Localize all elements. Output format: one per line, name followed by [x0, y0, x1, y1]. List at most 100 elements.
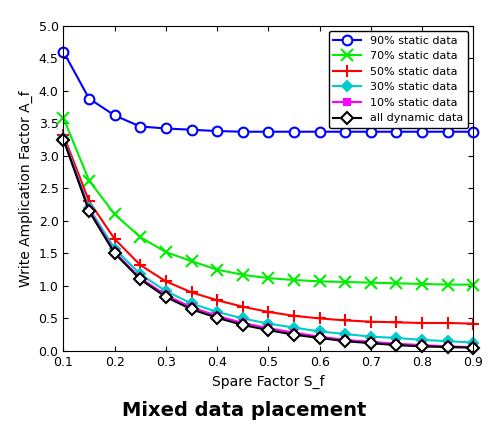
all dynamic data	[112, 251, 118, 256]
70% static data	[214, 267, 220, 272]
50% static data	[343, 318, 348, 323]
Line: 10% static data: 10% static data	[60, 135, 477, 351]
all dynamic data	[86, 208, 92, 214]
70% static data	[317, 279, 323, 284]
90% static data	[188, 127, 194, 132]
70% static data	[138, 235, 143, 240]
50% static data	[61, 132, 66, 137]
90% static data	[163, 126, 169, 131]
70% static data	[368, 280, 374, 285]
30% static data	[317, 329, 323, 334]
all dynamic data	[188, 307, 194, 312]
90% static data	[393, 129, 399, 134]
Text: Mixed data placement: Mixed data placement	[122, 401, 366, 420]
50% static data	[470, 321, 476, 326]
70% static data	[291, 277, 297, 282]
70% static data	[343, 279, 348, 285]
all dynamic data	[265, 327, 271, 333]
10% static data	[240, 321, 245, 326]
90% static data	[86, 96, 92, 101]
10% static data	[61, 136, 66, 141]
90% static data	[138, 124, 143, 129]
50% static data	[445, 321, 451, 326]
70% static data	[240, 272, 245, 277]
Line: 30% static data: 30% static data	[60, 134, 477, 346]
10% static data	[393, 341, 399, 346]
90% static data	[368, 129, 374, 134]
50% static data	[188, 290, 194, 295]
90% static data	[419, 129, 425, 134]
90% static data	[112, 113, 118, 118]
10% static data	[265, 326, 271, 331]
all dynamic data	[393, 342, 399, 348]
50% static data	[86, 199, 92, 204]
Line: 70% static data: 70% static data	[58, 113, 479, 290]
50% static data	[240, 304, 245, 309]
10% static data	[112, 250, 118, 255]
all dynamic data	[138, 277, 143, 282]
10% static data	[214, 313, 220, 318]
70% static data	[445, 282, 451, 287]
30% static data	[343, 331, 348, 336]
70% static data	[86, 178, 92, 183]
30% static data	[163, 288, 169, 294]
50% static data	[368, 319, 374, 324]
30% static data	[138, 272, 143, 277]
30% static data	[393, 336, 399, 341]
50% static data	[138, 262, 143, 268]
all dynamic data	[214, 315, 220, 320]
30% static data	[112, 246, 118, 251]
30% static data	[445, 339, 451, 344]
70% static data	[61, 116, 66, 121]
all dynamic data	[240, 322, 245, 327]
30% static data	[61, 135, 66, 140]
70% static data	[112, 212, 118, 217]
70% static data	[188, 259, 194, 264]
30% static data	[214, 309, 220, 315]
50% static data	[291, 313, 297, 318]
10% static data	[188, 305, 194, 310]
Line: 90% static data: 90% static data	[59, 47, 478, 137]
30% static data	[419, 337, 425, 342]
30% static data	[86, 205, 92, 211]
90% static data	[470, 129, 476, 134]
30% static data	[188, 301, 194, 306]
90% static data	[265, 129, 271, 134]
50% static data	[112, 237, 118, 242]
10% static data	[138, 276, 143, 281]
all dynamic data	[61, 137, 66, 142]
70% static data	[470, 282, 476, 287]
all dynamic data	[317, 336, 323, 341]
all dynamic data	[291, 332, 297, 337]
70% static data	[265, 276, 271, 281]
X-axis label: Spare Factor S_f: Spare Factor S_f	[212, 374, 325, 389]
10% static data	[163, 292, 169, 297]
30% static data	[240, 316, 245, 321]
Line: all dynamic data: all dynamic data	[59, 135, 478, 352]
all dynamic data	[368, 341, 374, 346]
30% static data	[265, 321, 271, 326]
50% static data	[265, 309, 271, 315]
90% static data	[291, 129, 297, 134]
10% static data	[368, 339, 374, 345]
30% static data	[470, 340, 476, 345]
90% static data	[317, 129, 323, 134]
10% static data	[86, 207, 92, 212]
90% static data	[61, 49, 66, 54]
50% static data	[317, 316, 323, 321]
Y-axis label: Write Amplication Factor A_f: Write Amplication Factor A_f	[19, 90, 33, 287]
90% static data	[445, 129, 451, 134]
50% static data	[163, 279, 169, 284]
all dynamic data	[445, 345, 451, 350]
10% static data	[419, 342, 425, 348]
30% static data	[291, 325, 297, 330]
10% static data	[317, 334, 323, 339]
all dynamic data	[419, 344, 425, 349]
90% static data	[343, 129, 348, 134]
70% static data	[419, 281, 425, 286]
Legend: 90% static data, 70% static data, 50% static data, 30% static data, 10% static d: 90% static data, 70% static data, 50% st…	[329, 31, 468, 128]
50% static data	[393, 320, 399, 325]
Line: 50% static data: 50% static data	[57, 129, 480, 330]
50% static data	[419, 321, 425, 326]
70% static data	[163, 250, 169, 255]
